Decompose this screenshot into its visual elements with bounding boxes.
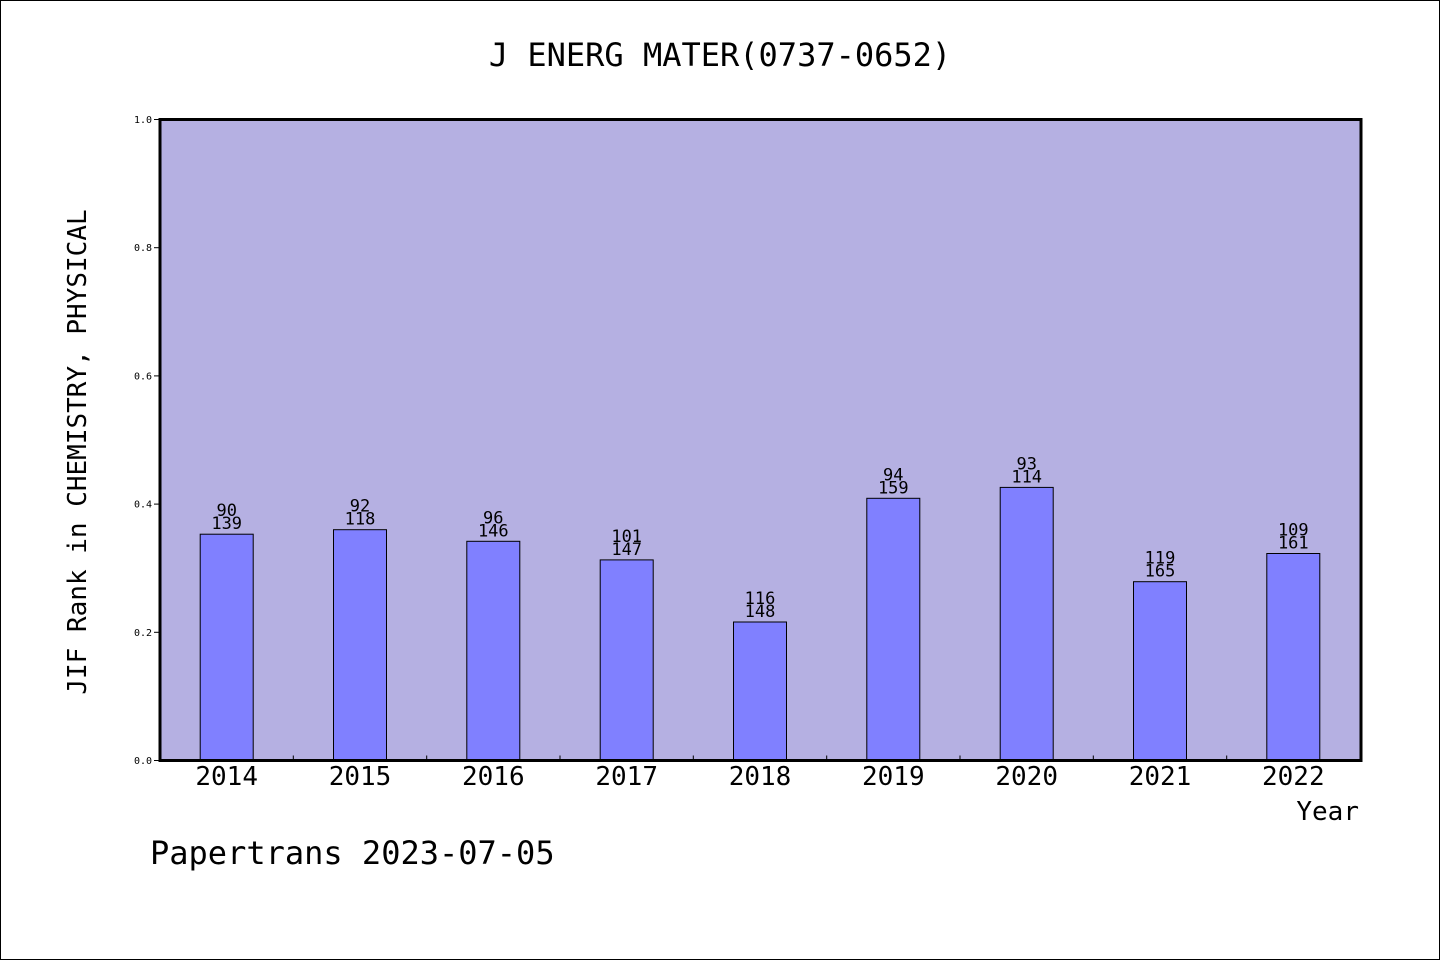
x-axis-label: Year bbox=[1296, 797, 1359, 827]
y-axis: 0.0 0.2 0.4 0.6 0.8 1.0 bbox=[134, 115, 160, 767]
bar-rank-label: 94 bbox=[883, 465, 903, 485]
bar-rank-label: 101 bbox=[611, 527, 642, 547]
bar-rank-label: 96 bbox=[483, 508, 503, 528]
bar-rank-label: 93 bbox=[1016, 454, 1036, 474]
y-axis-label: JIF Rank in CHEMISTRY, PHYSICAL bbox=[63, 209, 93, 694]
x-tick-label: 2021 bbox=[1129, 762, 1192, 792]
bar-total-label: 114 bbox=[1011, 467, 1042, 487]
y-tick-label: 0.6 bbox=[134, 371, 152, 382]
y-tick-label: 0.8 bbox=[134, 243, 152, 254]
y-tick-label: 0.4 bbox=[134, 500, 152, 511]
footer-credit: Papertrans 2023-07-05 bbox=[150, 834, 555, 872]
y-tick-label: 0.2 bbox=[134, 628, 152, 639]
x-tick-label: 2017 bbox=[595, 762, 658, 792]
bar-2021 bbox=[1133, 581, 1187, 762]
bar-total-label: 147 bbox=[611, 540, 642, 560]
x-tick-label: 2015 bbox=[329, 762, 392, 792]
bar-2022 bbox=[1266, 553, 1321, 761]
bar-total-label: 146 bbox=[478, 521, 509, 541]
y-tick-label: 1.0 bbox=[134, 115, 152, 126]
bar-2014 bbox=[199, 533, 254, 762]
bar-total-label: 159 bbox=[878, 478, 909, 498]
bars-group bbox=[199, 486, 1321, 762]
x-tick-label: 2018 bbox=[729, 762, 792, 792]
x-axis: 2014 2015 2016 2017 2018 2019 2020 2021 2022 bbox=[195, 755, 1325, 792]
bar-2019 bbox=[866, 497, 921, 761]
bar-rank-label: 119 bbox=[1145, 549, 1176, 569]
bar-total-label: 161 bbox=[1278, 534, 1309, 554]
x-tick-label: 2022 bbox=[1262, 762, 1325, 792]
bar-2020 bbox=[999, 486, 1054, 761]
plot-frame bbox=[158, 118, 1363, 762]
bar-total-label: 139 bbox=[211, 514, 242, 534]
bar-total-label: 148 bbox=[745, 602, 776, 622]
bar-2016 bbox=[466, 540, 521, 761]
bar-2018 bbox=[733, 621, 787, 761]
y-tick-label: 0.0 bbox=[134, 756, 152, 767]
bar-2017 bbox=[599, 559, 654, 762]
x-tick-label: 2019 bbox=[862, 762, 925, 792]
bar-rank-label: 109 bbox=[1278, 521, 1309, 541]
bar-rank-label: 92 bbox=[350, 497, 370, 517]
x-tick-label: 2020 bbox=[995, 762, 1058, 792]
chart-title: J ENERG MATER(0737-0652) bbox=[489, 36, 951, 74]
bar-total-label: 165 bbox=[1145, 562, 1176, 582]
bar-rank-label: 90 bbox=[216, 501, 236, 521]
bar-rank-label: 116 bbox=[745, 589, 776, 609]
bar-total-label: 118 bbox=[345, 510, 376, 530]
bar-2015 bbox=[333, 529, 387, 762]
x-tick-label: 2016 bbox=[462, 762, 525, 792]
x-tick-label: 2014 bbox=[195, 762, 258, 792]
